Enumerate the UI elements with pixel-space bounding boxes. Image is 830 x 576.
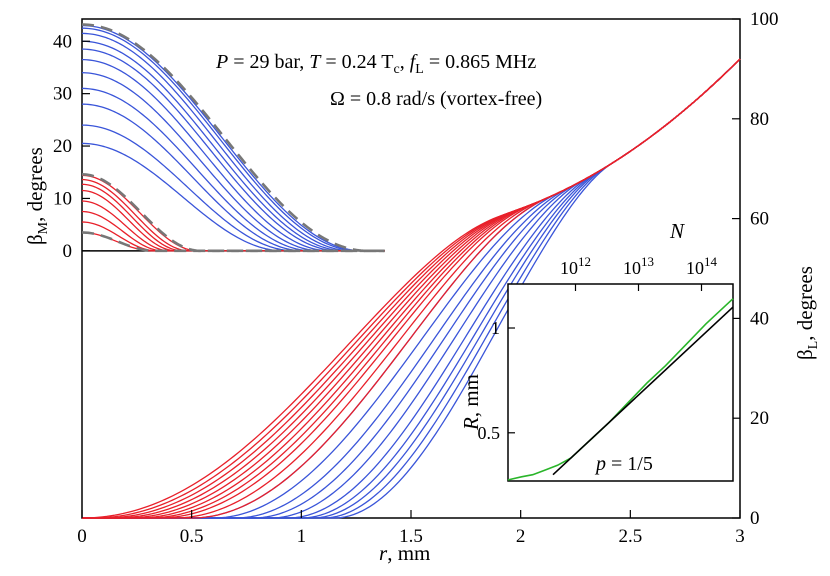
- inset-x-tick-label: 1012: [560, 254, 591, 278]
- y-right-tick-label: 40: [750, 308, 769, 329]
- inset-chart: 0.5 1 1012 1013 1014 N R, mm p = 1/5: [459, 219, 734, 482]
- inset-reference-line: [552, 306, 734, 476]
- x-tick-label: 0.5: [180, 526, 204, 547]
- x-tick-label: 1: [297, 526, 307, 547]
- inset-curves-group: [507, 298, 734, 481]
- beta-m-dashed-envelope: [81, 173, 385, 253]
- annotation-line-1: P = 29 bar, T = 0.24 Tc, fL = 0.865 MHz: [215, 51, 536, 77]
- y-left-tick-label: 40: [53, 31, 72, 52]
- x-axis-label: r, mm: [379, 541, 430, 565]
- curves-group: [81, 23, 741, 519]
- inset-frame: [507, 283, 734, 482]
- x-tick-label: 2: [516, 526, 526, 547]
- inset-axes-group: 0.5 1 1012 1013 1014: [478, 254, 718, 443]
- y-left-tick-label: 20: [53, 136, 72, 157]
- y-right-tick-label: 20: [750, 408, 769, 429]
- inset-x-tick-label: 1013: [623, 254, 654, 278]
- y-right-tick-label: 100: [750, 9, 779, 30]
- y-right-tick-label: 60: [750, 209, 769, 230]
- beta-m-blue-curve: [81, 32, 385, 252]
- reference-line-label: p = 1/5: [594, 453, 653, 475]
- inset-y-tick-label: 0.5: [478, 423, 501, 443]
- beta-m-blue-curve: [81, 48, 385, 252]
- inset-y-tick-label: 1: [491, 318, 500, 338]
- y-left-tick-label: 0: [63, 241, 73, 262]
- beta-m-red-curve: [81, 178, 385, 252]
- inset-x-axis-label: N: [669, 219, 685, 243]
- y-right-tick-label: 80: [750, 109, 769, 130]
- inset-x-tick-label: 1014: [686, 254, 718, 278]
- y-right-tick-label: 0: [750, 508, 760, 529]
- annotation-line-2: Ω = 0.8 rad/s (vortex-free): [330, 88, 542, 110]
- y-left-tick-label: 10: [53, 188, 72, 209]
- inset-y-axis-label: R, mm: [459, 374, 483, 431]
- x-tick-label: 2.5: [618, 526, 642, 547]
- x-tick-label: 1.5: [399, 526, 423, 547]
- beta-m-blue-curve: [81, 27, 385, 252]
- y-left-tick-label: 30: [53, 84, 72, 105]
- y-axis-right-label: βL, degrees: [793, 266, 821, 360]
- x-tick-label: 0: [77, 526, 87, 547]
- x-tick-label: 3: [735, 526, 745, 547]
- beta-m-dashed-envelope: [81, 23, 385, 253]
- y-axis-left-label: βM, degrees: [23, 147, 51, 245]
- beta-m-blue-curve: [81, 24, 385, 252]
